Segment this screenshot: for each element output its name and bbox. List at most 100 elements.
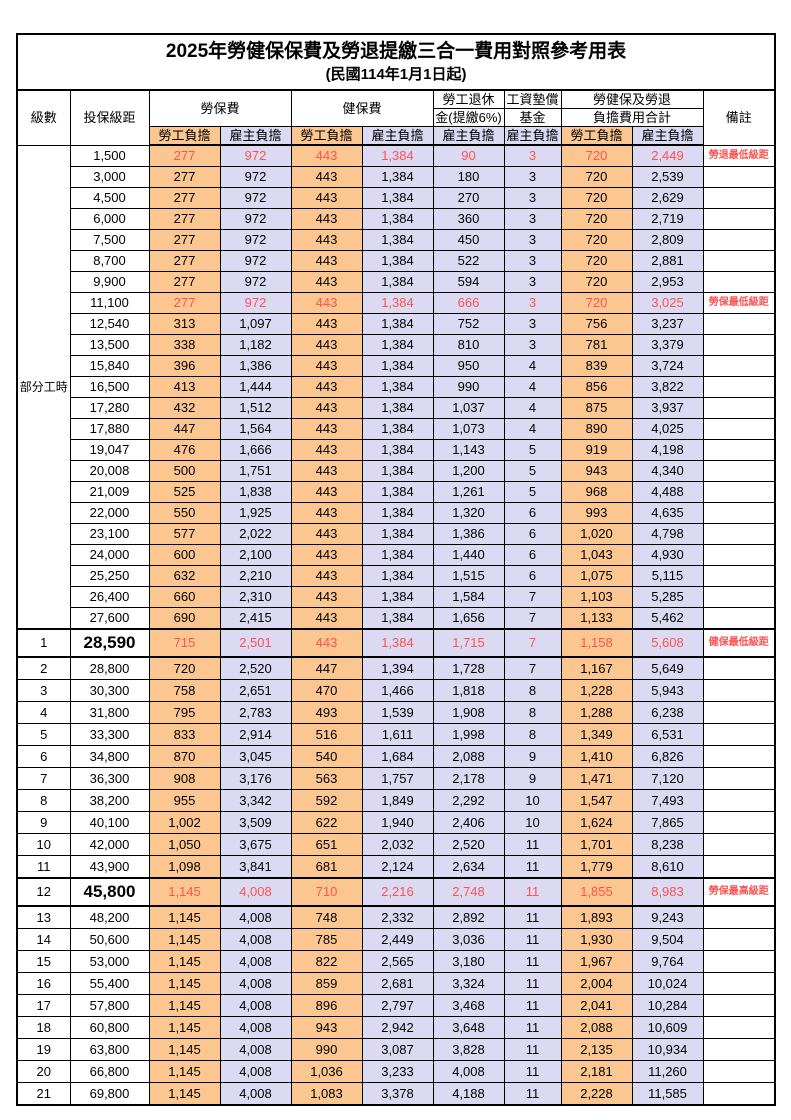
value-cell: 8,238 <box>631 833 704 856</box>
value-cell: 2,292 <box>432 789 505 812</box>
value-cell: 720 <box>560 271 633 293</box>
value-cell: 4,008 <box>219 928 292 951</box>
value-cell: 2,449 <box>361 928 434 951</box>
value-cell: 2,748 <box>432 877 505 907</box>
value-cell: 594 <box>432 271 505 293</box>
value-cell: 2,634 <box>432 855 505 879</box>
value-cell: 525 <box>148 481 221 503</box>
note-cell <box>702 607 776 630</box>
value-cell: 11,585 <box>631 1082 704 1106</box>
salary-cell: 1,500 <box>69 144 150 167</box>
note-cell <box>702 1016 776 1039</box>
value-cell: 443 <box>290 313 363 335</box>
value-cell: 7,493 <box>631 789 704 812</box>
note-cell <box>702 544 776 566</box>
value-cell: 4,008 <box>219 1038 292 1061</box>
value-cell: 2,565 <box>361 950 434 973</box>
table-row: 5 33,300 833 2,914 516 1,611 1,998 8 1,349 6,531 <box>16 723 776 746</box>
value-cell: 447 <box>290 656 363 680</box>
value-cell: 651 <box>290 833 363 856</box>
value-cell: 1,097 <box>219 313 292 335</box>
page-title: 2025年勞健保保費及勞退提繳三合一費用對照參考用表 <box>165 41 627 62</box>
value-cell: 3,025 <box>631 292 704 314</box>
value-cell: 1,083 <box>290 1082 363 1106</box>
value-cell: 2,783 <box>219 701 292 724</box>
value-cell: 7 <box>503 628 562 658</box>
title-row: 2025年勞健保保費及勞退提繳三合一費用對照參考用表 (民國114年1月1日起) <box>15 33 777 91</box>
table-row: 14 50,600 1,145 4,008 785 2,449 3,036 11 1,930 9,… <box>16 928 776 951</box>
value-cell: 3 <box>503 166 562 188</box>
value-cell: 833 <box>148 723 221 746</box>
salary-cell: 69,800 <box>69 1082 150 1106</box>
value-cell: 1,384 <box>361 229 434 251</box>
value-cell: 1,384 <box>361 208 434 230</box>
table-row: 3 30,300 758 2,651 470 1,466 1,818 8 1,228 5,943 <box>16 679 776 702</box>
value-cell: 1,037 <box>432 397 505 419</box>
value-cell: 5,943 <box>631 679 704 702</box>
note-cell <box>702 1060 776 1083</box>
value-cell: 3 <box>503 292 562 314</box>
table-row: 11 43,900 1,098 3,841 681 2,124 2,634 11 1,779 8,… <box>16 855 776 879</box>
value-cell: 3,378 <box>361 1082 434 1106</box>
value-cell: 660 <box>148 586 221 608</box>
value-cell: 1,410 <box>560 745 633 768</box>
value-cell: 1,384 <box>361 250 434 272</box>
value-cell: 1,855 <box>560 877 633 907</box>
value-cell: 443 <box>290 292 363 314</box>
value-cell: 11 <box>503 833 562 856</box>
value-cell: 4,008 <box>432 1060 505 1083</box>
value-cell: 4,008 <box>219 1082 292 1106</box>
value-cell: 5 <box>503 481 562 503</box>
value-cell: 443 <box>290 439 363 461</box>
value-cell: 2,210 <box>219 565 292 587</box>
value-cell: 6 <box>503 544 562 566</box>
salary-cell: 63,800 <box>69 1038 150 1061</box>
value-cell: 3,468 <box>432 994 505 1017</box>
salary-cell: 24,000 <box>69 544 150 566</box>
note-cell <box>702 745 776 768</box>
value-cell: 540 <box>290 745 363 768</box>
value-cell: 715 <box>148 628 221 658</box>
value-cell: 3 <box>503 313 562 335</box>
value-cell: 277 <box>148 229 221 251</box>
value-cell: 3 <box>503 334 562 356</box>
value-cell: 752 <box>432 313 505 335</box>
value-cell: 968 <box>560 481 633 503</box>
col-header-health-insurance: 健保費 <box>290 89 434 127</box>
value-cell: 748 <box>290 905 363 929</box>
note-cell <box>702 679 776 702</box>
level-cell: 12 <box>16 877 71 907</box>
value-cell: 3,841 <box>219 855 292 879</box>
value-cell: 781 <box>560 334 633 356</box>
value-cell: 3,324 <box>432 972 505 995</box>
table-row: 6 34,800 870 3,045 540 1,684 2,088 9 1,410 6,826 <box>16 745 776 768</box>
level-cell: 2 <box>16 656 71 680</box>
table-row: 16,500 413 1,444 443 1,384 990 4 856 3,822 <box>17 376 776 398</box>
table-row: 15,840 396 1,386 443 1,384 950 4 839 3,724 <box>17 355 776 377</box>
col-header-total-employer-share: 雇主負擔 <box>631 126 704 146</box>
value-cell: 822 <box>290 950 363 973</box>
value-cell: 8,610 <box>631 855 704 879</box>
value-cell: 1,036 <box>290 1060 363 1083</box>
value-cell: 1,043 <box>560 544 633 566</box>
value-cell: 447 <box>148 418 221 440</box>
note-cell <box>702 972 776 995</box>
note-cell <box>702 950 776 973</box>
value-cell: 2,892 <box>432 905 505 929</box>
value-cell: 1,779 <box>560 855 633 879</box>
table-row: 12 45,800 1,145 4,008 710 2,216 2,748 11 1,855 8,… <box>16 877 776 907</box>
table-row: 10 42,000 1,050 3,675 651 2,032 2,520 11 1,701 8,… <box>16 833 776 856</box>
value-cell: 1,384 <box>361 460 434 482</box>
value-cell: 3,822 <box>631 376 704 398</box>
value-cell: 2,124 <box>361 855 434 879</box>
value-cell: 2,651 <box>219 679 292 702</box>
value-cell: 8 <box>503 723 562 746</box>
table-row: 4,500 277 972 443 1,384 270 3 720 2,629 <box>17 187 776 209</box>
salary-cell: 11,100 <box>69 292 150 314</box>
value-cell: 1,925 <box>219 502 292 524</box>
value-cell: 277 <box>148 187 221 209</box>
value-cell: 313 <box>148 313 221 335</box>
value-cell: 4,008 <box>219 1060 292 1083</box>
value-cell: 11 <box>503 994 562 1017</box>
level-cell: 8 <box>16 789 71 812</box>
